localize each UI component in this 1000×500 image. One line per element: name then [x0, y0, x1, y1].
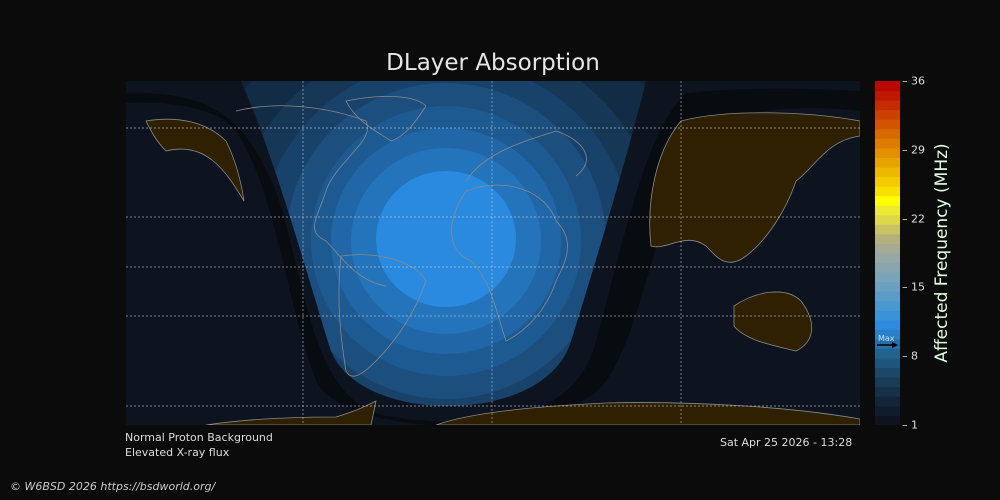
colorbar-band: [875, 176, 900, 187]
colorbar-label: Affected Frequency (MHz): [932, 143, 952, 363]
colorbar-band: [875, 243, 900, 254]
colorbar-band: [875, 377, 900, 388]
colorbar-band: [875, 224, 900, 235]
max-marker-label: Max: [878, 334, 895, 343]
landmasses: [145, 112, 860, 425]
colorbar-tick: – 1: [902, 418, 918, 432]
north-america: [235, 105, 387, 287]
chart-title: DLayer Absorption: [386, 50, 600, 76]
colorbar-tick: – 36: [902, 74, 925, 88]
colorbar-band: [875, 253, 900, 264]
colorbar-band: [875, 415, 900, 425]
colorbar-band: [875, 128, 900, 139]
colorbar-band: [875, 205, 900, 216]
tick-label: 29: [911, 143, 925, 157]
colorbar-band: [875, 262, 900, 273]
absorption-map: [126, 81, 860, 425]
colorbar-band: [875, 339, 900, 350]
colorbar-band: [875, 281, 900, 292]
tick-label: 22: [911, 212, 925, 226]
copyright: © W6BSD 2026 https://bsdworld.org/: [10, 480, 216, 493]
max-arrow-icon: [877, 342, 898, 348]
colorbar-band: [875, 186, 900, 197]
colorbar-band: [875, 119, 900, 130]
greenland: [345, 96, 427, 142]
colorbar-band: [875, 109, 900, 120]
colorbar-band: [875, 310, 900, 321]
colorbar-band: [875, 167, 900, 178]
colorbar-band: [875, 329, 900, 340]
timestamp: Sat Apr 25 2026 - 13:28: [720, 436, 853, 449]
colorbar-band: [875, 157, 900, 168]
colorbar-band: [875, 272, 900, 283]
colorbar-band: [875, 90, 900, 101]
tick-label: 1: [911, 418, 918, 432]
colorbar-band: [875, 319, 900, 330]
colorbar-band: [875, 386, 900, 397]
tick-label: 36: [911, 74, 925, 88]
colorbar-band: [875, 138, 900, 149]
antarctica: [435, 402, 860, 425]
absorption-contours: [241, 81, 646, 407]
africa: [451, 184, 568, 342]
colorbar-band: [875, 147, 900, 158]
colorbar-band: [875, 195, 900, 206]
asia: [649, 112, 860, 263]
colorbar-tick: – 29: [902, 143, 925, 157]
colorbar-band: [875, 291, 900, 302]
coastlines: [235, 96, 587, 377]
colorbar-tick: – 15: [902, 280, 925, 294]
colorbar-band: [875, 358, 900, 369]
colorbar-band: [875, 233, 900, 244]
proton-status: Normal Proton Background: [125, 431, 273, 444]
colorbar-band: [875, 348, 900, 359]
colorbar-band: [875, 405, 900, 416]
colorbar-band: [875, 100, 900, 111]
australia: [733, 291, 813, 352]
graticule: [126, 81, 860, 425]
colorbar-band: [875, 300, 900, 311]
colorbar: [875, 81, 900, 425]
colorbar-tick: – 8: [902, 349, 918, 363]
south-america: [338, 254, 427, 377]
colorbar-band: [875, 214, 900, 225]
europe: [465, 130, 587, 182]
colorbar-band: [875, 81, 900, 92]
alaska: [145, 118, 245, 202]
antarctica-west: [205, 400, 377, 425]
colorbar-band: [875, 396, 900, 407]
tick-label: 8: [911, 349, 918, 363]
xray-status: Elevated X-ray flux: [125, 446, 230, 459]
colorbar-band: [875, 367, 900, 378]
colorbar-tick: – 22: [902, 212, 925, 226]
tick-label: 15: [911, 280, 925, 294]
